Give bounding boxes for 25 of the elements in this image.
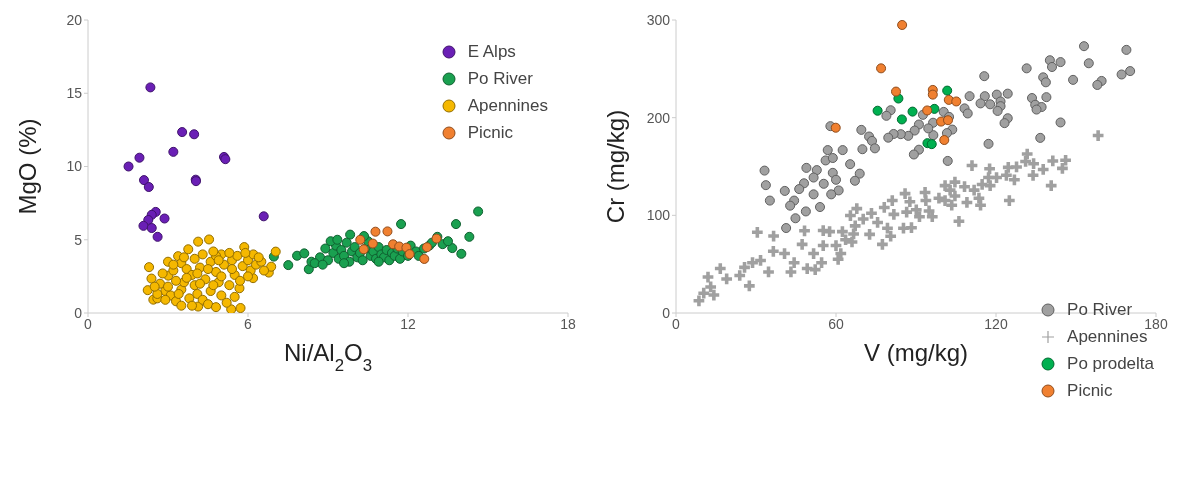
y-tick-label: 0 (662, 304, 671, 321)
legend-label: Po River (1067, 299, 1133, 320)
legend-label: Po River (467, 68, 533, 89)
y-tick-label: 0 (74, 304, 83, 321)
legend-label: Apennines (467, 95, 548, 116)
x-tick-label: 12 (400, 315, 416, 332)
y-tick-label: 100 (646, 207, 671, 224)
y-tick-label: 200 (646, 109, 671, 126)
y-tick-label: 300 (646, 11, 671, 28)
x-tick-label: 6 (244, 315, 253, 332)
x-tick-label: 18 (560, 315, 576, 332)
legend-label: E Alps (467, 41, 516, 62)
legend-label: Picnic (467, 122, 514, 143)
legend-label: Po prodelta (1067, 353, 1154, 374)
x-tick-label: 60 (828, 315, 844, 332)
y-tick-label: 15 (66, 85, 83, 102)
x-tick-label: 120 (984, 315, 1008, 332)
x-axis-title: V (mg/kg) (863, 339, 969, 366)
y-axis-title: MgO (%) (14, 118, 41, 215)
legend-label: Picnic (1067, 380, 1113, 401)
x-axis-title: Ni/Al$_{2}$O$_{3}$ (283, 339, 373, 375)
y-tick-label: 5 (74, 231, 83, 248)
y-axis-title: Cr (mg/kg) (602, 109, 629, 224)
y-tick-label: 10 (66, 158, 83, 175)
y-tick-label: 20 (66, 11, 83, 28)
